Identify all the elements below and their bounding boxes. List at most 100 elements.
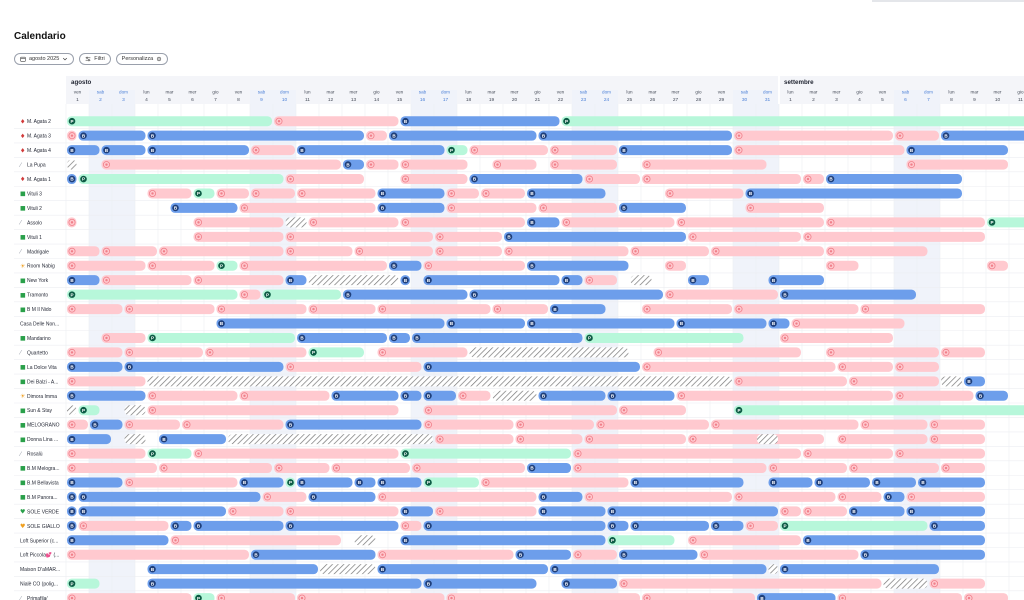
booking-bar[interactable]: [389, 130, 537, 141]
blocked-period[interactable]: [354, 535, 376, 546]
booking-bar[interactable]: [573, 463, 767, 474]
booking-bar[interactable]: [826, 174, 962, 185]
booking-bar[interactable]: [676, 217, 825, 228]
booking-bar[interactable]: [377, 304, 491, 315]
booking-bar[interactable]: [423, 405, 618, 416]
booking-bar[interactable]: [504, 246, 629, 257]
blocked-period[interactable]: [228, 434, 433, 445]
booking-bar[interactable]: [193, 231, 284, 242]
booking-bar[interactable]: [67, 145, 100, 156]
room-name[interactable]: Tramonto: [27, 293, 48, 299]
booking-bar[interactable]: [400, 159, 468, 170]
booking-bar[interactable]: [435, 506, 537, 517]
room-name[interactable]: Vituli 3: [27, 191, 42, 197]
room-name[interactable]: M. Agata 4: [27, 148, 51, 154]
booking-bar[interactable]: [768, 463, 848, 474]
booking-bar[interactable]: [607, 390, 675, 401]
booking-bar[interactable]: [205, 347, 307, 358]
booking-bar[interactable]: [826, 246, 928, 257]
booking-bar[interactable]: [170, 202, 238, 213]
booking-bar[interactable]: [688, 434, 824, 445]
booking-bar[interactable]: [159, 246, 284, 257]
booking-bar[interactable]: [550, 564, 767, 575]
booking-bar[interactable]: [147, 564, 319, 575]
blocked-period[interactable]: [768, 564, 779, 575]
booking-bar[interactable]: [159, 463, 272, 474]
blocked-period[interactable]: [630, 275, 652, 286]
booking-bar[interactable]: [147, 188, 192, 199]
booking-bar[interactable]: [918, 477, 985, 488]
blocked-period[interactable]: [492, 390, 537, 401]
booking-bar[interactable]: [251, 145, 295, 156]
booking-bar[interactable]: [550, 145, 617, 156]
booking-bar[interactable]: [538, 506, 606, 517]
booking-bar[interactable]: [975, 390, 1009, 401]
booking-bar[interactable]: [216, 188, 250, 199]
booking-bar[interactable]: [67, 275, 100, 286]
booking-bar[interactable]: [101, 145, 146, 156]
booking-bar[interactable]: [469, 289, 664, 300]
booking-bar[interactable]: [860, 304, 986, 315]
room-name[interactable]: La Dolce Vita: [27, 365, 57, 371]
booking-bar[interactable]: [101, 332, 146, 343]
blocked-period[interactable]: [67, 405, 77, 416]
room-name[interactable]: Assolo: [27, 220, 42, 226]
blocked-period[interactable]: [757, 434, 778, 445]
booking-bar[interactable]: [101, 246, 158, 257]
booking-bar[interactable]: [780, 289, 916, 300]
booking-bar[interactable]: [630, 520, 710, 531]
booking-bar[interactable]: [538, 390, 606, 401]
booking-bar[interactable]: [67, 535, 169, 546]
booking-bar[interactable]: [642, 174, 801, 185]
booking-bar[interactable]: [492, 159, 537, 170]
booking-bar[interactable]: [849, 506, 905, 517]
booking-bar[interactable]: [446, 202, 537, 213]
booking-bar[interactable]: [423, 578, 537, 589]
booking-bar[interactable]: [527, 318, 675, 329]
booking-bar[interactable]: [193, 520, 284, 531]
booking-bar[interactable]: [423, 275, 560, 286]
booking-bar[interactable]: [78, 491, 261, 502]
booking-bar[interactable]: [860, 419, 928, 430]
booking-bar[interactable]: [285, 231, 434, 242]
booking-bar[interactable]: [67, 289, 238, 300]
room-name[interactable]: SOLE GIALLO: [27, 524, 60, 530]
booking-bar[interactable]: [124, 361, 284, 372]
booking-bar[interactable]: [527, 188, 606, 199]
room-name[interactable]: B.M Melogra...: [27, 466, 60, 472]
booking-bar[interactable]: [435, 246, 502, 257]
booking-bar[interactable]: [630, 246, 710, 257]
booking-bar[interactable]: [745, 520, 779, 531]
booking-bar[interactable]: [400, 174, 468, 185]
booking-bar[interactable]: [711, 246, 824, 257]
booking-bar[interactable]: [561, 578, 618, 589]
booking-bar[interactable]: [550, 159, 617, 170]
booking-bar[interactable]: [676, 390, 894, 401]
room-name[interactable]: Madrigale: [27, 249, 49, 255]
booking-bar[interactable]: [400, 520, 422, 531]
booking-bar[interactable]: [285, 506, 399, 517]
booking-bar[interactable]: [849, 463, 939, 474]
booking-bar[interactable]: [791, 318, 905, 329]
booking-bar[interactable]: [780, 564, 939, 575]
booking-bar[interactable]: [538, 202, 618, 213]
booking-bar[interactable]: [941, 347, 985, 358]
booking-bar[interactable]: [619, 145, 732, 156]
booking-bar[interactable]: [837, 361, 894, 372]
booking-bar[interactable]: [67, 477, 123, 488]
booking-bar[interactable]: [216, 304, 307, 315]
booking-bar[interactable]: [906, 506, 986, 517]
booking-bar[interactable]: [124, 477, 238, 488]
booking-bar[interactable]: [906, 491, 986, 502]
blocked-period[interactable]: [147, 376, 733, 387]
booking-bar[interactable]: [527, 463, 571, 474]
booking-bar[interactable]: [642, 593, 755, 600]
booking-bar[interactable]: [147, 332, 296, 343]
booking-bar[interactable]: [67, 448, 146, 459]
booking-bar[interactable]: [688, 231, 801, 242]
booking-bar[interactable]: [400, 448, 572, 459]
booking-bar[interactable]: [469, 145, 549, 156]
booking-bar[interactable]: [193, 217, 284, 228]
room-name[interactable]: Vituli 1: [27, 235, 42, 241]
booking-bar[interactable]: [147, 405, 399, 416]
